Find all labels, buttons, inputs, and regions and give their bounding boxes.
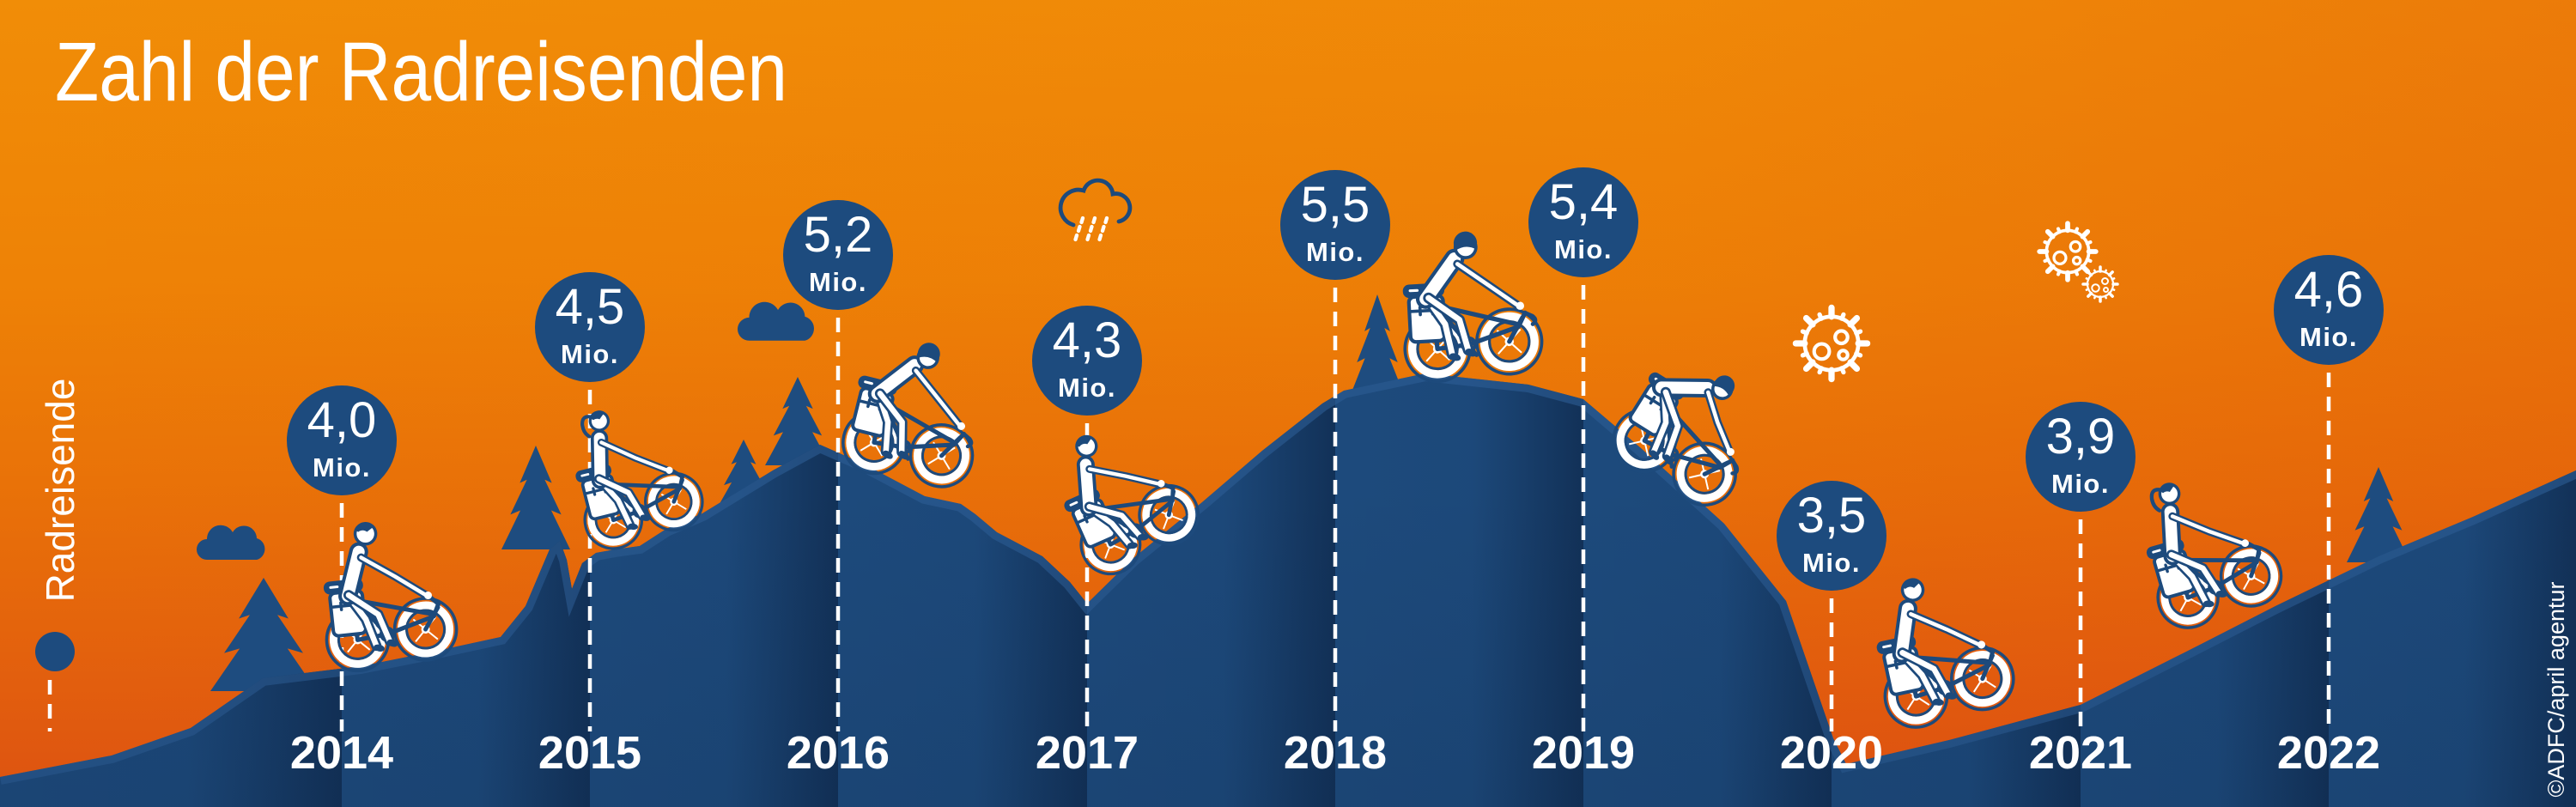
svg-text:4,5: 4,5 [556,279,625,335]
svg-text:Mio.: Mio. [561,339,619,369]
svg-text:Zahl der Radreisenden: Zahl der Radreisenden [55,25,787,118]
svg-text:5,4: 5,4 [1549,174,1619,230]
svg-text:5,5: 5,5 [1301,177,1370,233]
svg-text:4,6: 4,6 [2294,262,2364,318]
svg-text:Mio.: Mio. [1306,237,1364,267]
svg-text:3,5: 3,5 [1797,488,1867,543]
svg-text:Mio.: Mio. [2051,469,2110,499]
svg-text:3,9: 3,9 [2046,409,2116,464]
svg-text:Mio.: Mio. [809,267,867,297]
svg-text:5,2: 5,2 [804,207,873,263]
svg-text:2020: 2020 [1780,727,1883,779]
svg-text:©ADFC/april agentur: ©ADFC/april agentur [2543,582,2569,798]
svg-text:Mio.: Mio. [1058,373,1116,403]
svg-text:Radreisende: Radreisende [38,379,82,603]
svg-text:Mio.: Mio. [313,452,371,482]
svg-text:2022: 2022 [2277,727,2380,779]
svg-text:2018: 2018 [1284,727,1387,779]
svg-text:2017: 2017 [1036,727,1139,779]
svg-text:2016: 2016 [787,727,890,779]
svg-text:2015: 2015 [538,727,641,779]
svg-text:Mio.: Mio. [1802,548,1861,578]
svg-text:Mio.: Mio. [1554,234,1613,264]
svg-text:Mio.: Mio. [2300,322,2358,352]
svg-text:4,3: 4,3 [1053,312,1122,368]
svg-text:2021: 2021 [2029,727,2132,779]
svg-text:4,0: 4,0 [307,392,377,448]
svg-text:2019: 2019 [1532,727,1635,779]
svg-text:2014: 2014 [290,727,393,779]
